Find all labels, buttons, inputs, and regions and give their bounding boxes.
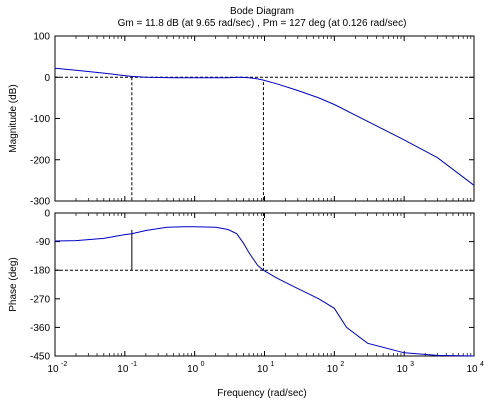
y-axis-label: Phase (deg) — [8, 257, 19, 311]
x-tick-label: 10 — [466, 364, 478, 375]
plot-area — [54, 35, 475, 202]
x-tick-exponent: -2 — [61, 361, 67, 368]
x-axis-label: Frequency (rad/sec) — [217, 388, 306, 399]
x-tick-exponent: -1 — [131, 361, 137, 368]
x-tick-exponent: 0 — [201, 361, 205, 368]
series-line — [54, 226, 475, 357]
x-tick-exponent: 1 — [271, 361, 275, 368]
y-tick-label: -300 — [30, 197, 50, 208]
x-tick-exponent: 3 — [410, 361, 414, 368]
x-tick-label: 10 — [117, 364, 129, 375]
y-tick-label: 0 — [44, 209, 50, 220]
y-tick-label: -360 — [30, 323, 50, 334]
chart-headings: Bode Diagram Gm = 11.8 dB (at 9.65 rad/s… — [118, 6, 407, 29]
x-tick-exponent: 4 — [480, 361, 484, 368]
chart-title: Bode Diagram — [230, 6, 294, 17]
y-tick-label: -270 — [30, 294, 50, 305]
y-tick-label: -450 — [30, 352, 50, 363]
x-tick-label: 10 — [47, 364, 59, 375]
series-line — [54, 67, 475, 186]
x-tick-label: 10 — [187, 364, 199, 375]
x-tick-label: 10 — [257, 364, 269, 375]
x-tick-label: 10 — [327, 364, 339, 375]
y-tick-label: -200 — [30, 155, 50, 166]
x-tick-exponent: 2 — [340, 361, 344, 368]
x-tick-label: 10 — [397, 364, 409, 375]
y-axis-label: Magnitude (dB) — [8, 84, 19, 152]
y-tick-label: -180 — [30, 266, 50, 277]
y-tick-label: -90 — [36, 237, 51, 248]
y-tick-label: -100 — [30, 114, 50, 125]
magnitude-panel: 100 0 -100 -200 -300 Magnitude (dB) — [8, 32, 475, 208]
y-tick-label: 0 — [44, 73, 50, 84]
chart-subtitle: Gm = 11.8 dB (at 9.65 rad/sec) , Pm = 12… — [118, 18, 407, 29]
phase-panel: 10 -2 10 -1 10 0 10 1 10 2 10 3 10 40-90-180-270-360-… — [8, 209, 484, 376]
plot-area — [54, 212, 475, 357]
y-tick-label: 100 — [33, 32, 50, 43]
